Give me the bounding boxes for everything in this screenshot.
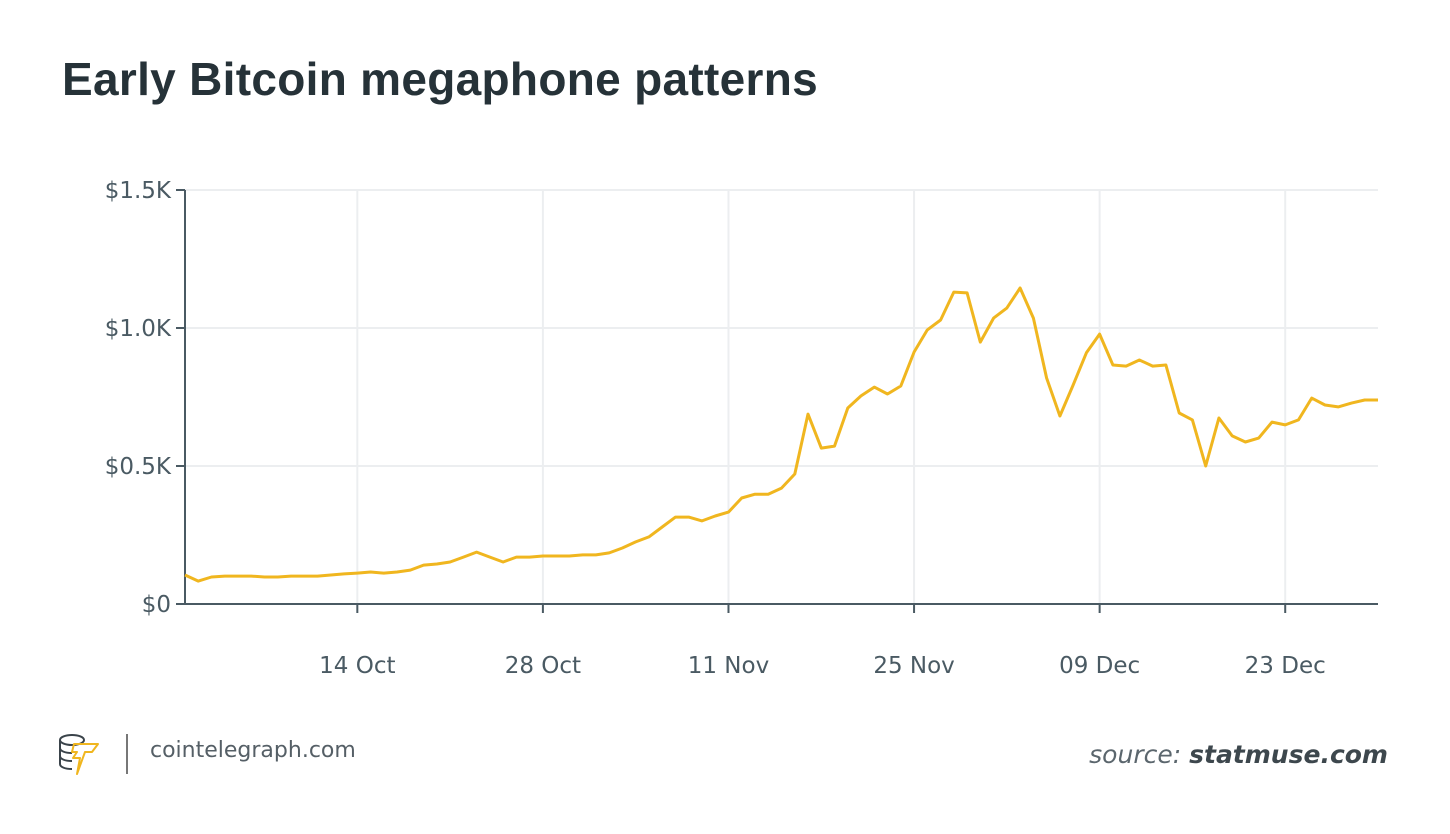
x-tick-label: 14 Oct [319,653,395,679]
data-points [185,288,1378,581]
tick-labels: $0 $0.5K $1.0K $1.5K 14 Oct 28 Oct 11 Nov 25 No… [105,178,1326,679]
x-tick-label: 11 Nov [688,653,769,679]
y-tick-label: $0.5K [105,454,172,480]
x-tick-label: 09 Dec [1059,653,1140,679]
chart-title: Early Bitcoin megaphone patterns [62,53,818,105]
y-tick-label: $1.0K [105,316,172,342]
y-tick-label: $1.5K [105,178,172,204]
price-line [184,286,1378,583]
footer-site: cointelegraph.com [150,738,356,763]
y-tick-label: $0 [142,592,171,618]
source-name: statmuse.com [1189,740,1388,769]
x-tick-label: 23 Dec [1245,653,1326,679]
footer-divider [126,734,128,774]
axes [176,189,1378,613]
source-prefix: source: [1089,740,1182,769]
x-tick-label: 25 Nov [873,653,954,679]
x-tick-label: 28 Oct [505,653,581,679]
cointelegraph-logo-icon [56,732,106,781]
grid [185,189,1378,604]
source-credit: source: statmuse.com [1089,740,1388,769]
